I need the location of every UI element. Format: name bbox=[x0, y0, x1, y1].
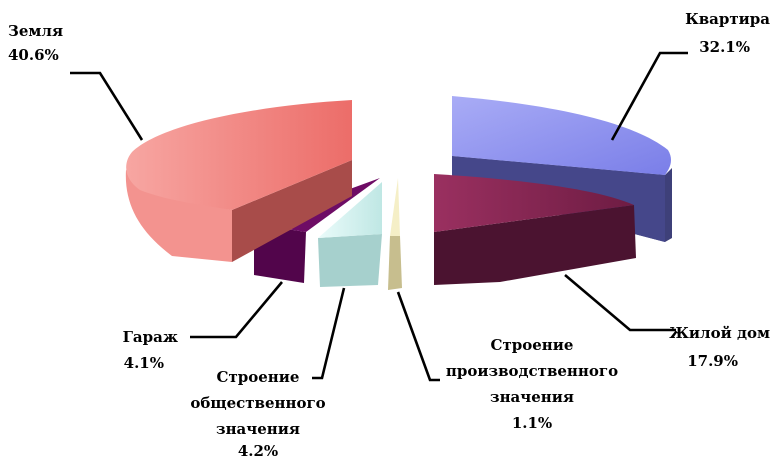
label-stroenie-proizv-percent: 1.1% bbox=[512, 414, 552, 432]
leader-kvartira bbox=[610, 51, 688, 141]
label-kvartira-percent: 32.1% bbox=[699, 38, 750, 56]
label-zhiloy-dom-name: Жилой дом bbox=[669, 324, 770, 342]
leader-stroenie-obshch bbox=[312, 287, 346, 380]
label-zemlya-percent: 40.6% bbox=[8, 46, 59, 64]
label-stroenie-obshch-line1: Строение bbox=[217, 368, 300, 386]
slice-zemlya-top bbox=[126, 100, 352, 210]
label-stroenie-proizv: Строение производственного значения 1.1% bbox=[446, 336, 618, 432]
leader-zemlya bbox=[70, 71, 144, 141]
leader-stroenie-proizv bbox=[396, 291, 440, 382]
label-stroenie-obshch-percent: 4.2% bbox=[238, 442, 278, 460]
label-zhiloy-dom-percent: 17.9% bbox=[687, 352, 738, 370]
slice-stroenie-obshch bbox=[318, 182, 382, 287]
label-stroenie-obshch-line3: значения bbox=[216, 420, 300, 438]
label-garazh-name: Гараж bbox=[123, 328, 178, 346]
leader-garazh bbox=[190, 281, 283, 339]
slice-zhiloy-dom bbox=[434, 174, 636, 285]
label-kvartira-name: Квартира bbox=[685, 10, 770, 28]
label-stroenie-obshch: Строение общественного значения 4.2% bbox=[190, 368, 325, 460]
label-kvartira: Квартира 32.1% bbox=[685, 10, 770, 56]
slice-zemlya bbox=[125, 100, 352, 262]
slice-stroenie-proizv-top bbox=[390, 178, 400, 236]
slice-kvartira-top bbox=[452, 96, 672, 175]
label-zhiloy-dom: Жилой дом 17.9% bbox=[669, 324, 770, 370]
label-stroenie-obshch-line2: общественного bbox=[190, 394, 325, 412]
slice-stroenie-obshch-top bbox=[318, 182, 382, 238]
label-stroenie-proizv-line3: значения bbox=[490, 388, 574, 406]
label-garazh-percent: 4.1% bbox=[124, 354, 164, 372]
slice-stroenie-obshch-side bbox=[318, 234, 382, 287]
leader-zhiloy-dom bbox=[564, 274, 676, 332]
slice-zemlya-side-inner bbox=[232, 160, 352, 262]
label-stroenie-proizv-line2: производственного bbox=[446, 362, 618, 380]
label-zemlya: Земля 40.6% bbox=[8, 22, 63, 64]
slice-stroenie-proizv-side bbox=[388, 236, 402, 290]
label-zemlya-name: Земля bbox=[8, 22, 63, 40]
slice-stroenie-proizv bbox=[388, 178, 402, 290]
label-garazh: Гараж 4.1% bbox=[123, 328, 178, 372]
slice-zhiloy-dom-side bbox=[434, 205, 636, 285]
slice-zhiloy-dom-top bbox=[434, 174, 634, 232]
label-stroenie-proizv-line1: Строение bbox=[491, 336, 574, 354]
